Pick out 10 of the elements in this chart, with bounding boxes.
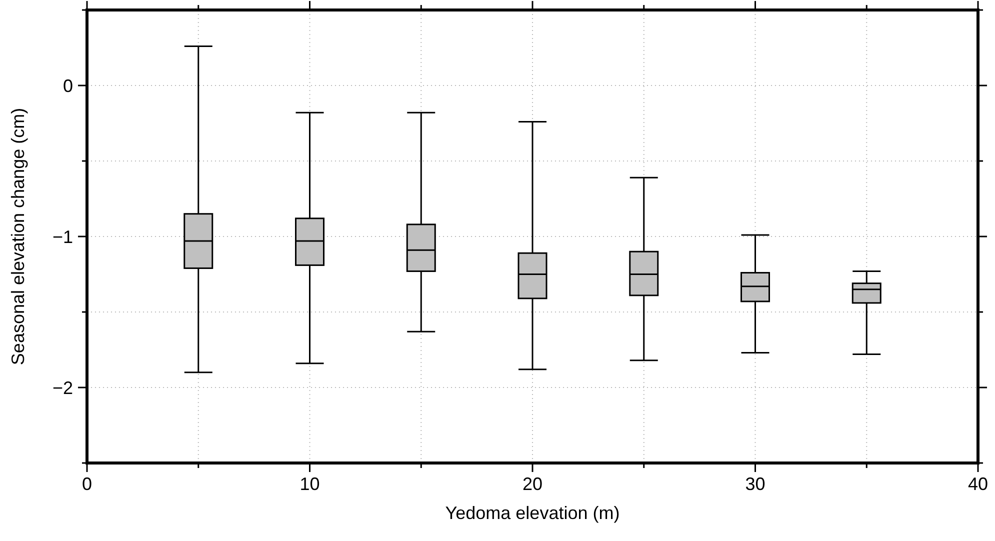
x-tick-label: 40 (968, 474, 988, 494)
x-tick-label: 20 (522, 474, 543, 494)
x-tick-label: 0 (82, 474, 92, 494)
x-tick-label: 10 (300, 474, 320, 494)
y-tick-label: −1 (52, 226, 73, 247)
y-tick-label: 0 (62, 76, 73, 96)
y-axis-title: Seasonal elevation change (cm) (8, 108, 28, 366)
x-tick-label: 30 (745, 474, 766, 494)
y-tick-label: −2 (52, 378, 73, 398)
x-axis-title: Yedoma elevation (m) (445, 503, 620, 523)
